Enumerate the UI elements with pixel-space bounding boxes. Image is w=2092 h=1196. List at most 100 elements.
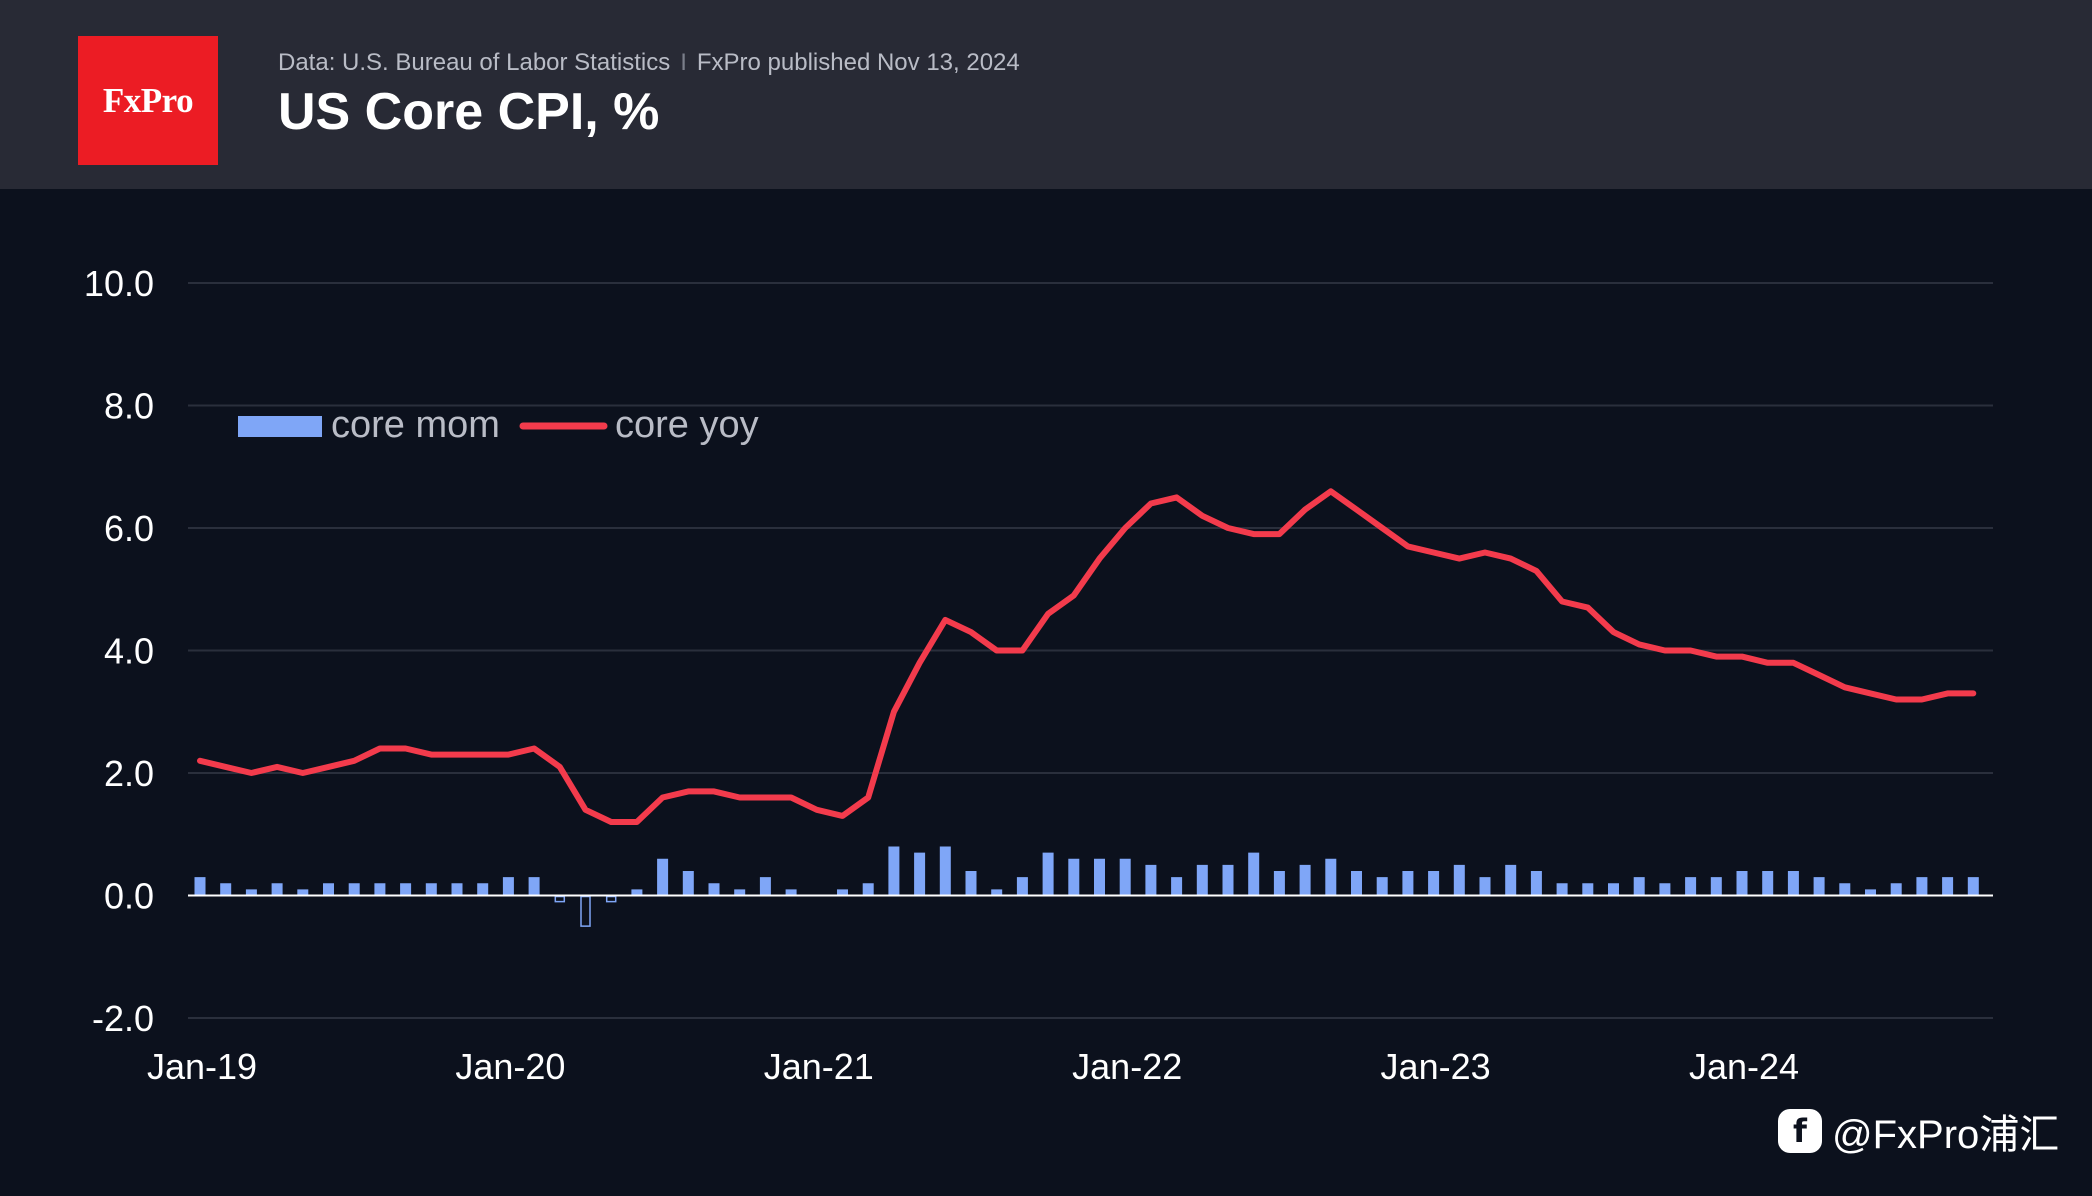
legend-label-core-yoy: core yoy <box>615 404 759 446</box>
core-mom-bar <box>1505 864 1517 896</box>
core-mom-bar <box>1479 877 1491 896</box>
core-mom-bar <box>1608 883 1619 896</box>
core-mom-bar <box>528 877 540 896</box>
core-mom-bar <box>759 877 771 896</box>
core-mom-bar <box>734 889 746 896</box>
fxpro-logo: FxPro <box>78 36 218 165</box>
core-mom-bar <box>939 846 951 896</box>
core-mom-bar <box>477 883 489 896</box>
core-mom-bar <box>1942 877 1954 896</box>
core-mom-bar <box>220 883 232 896</box>
chart-title: US Core CPI, % <box>278 83 660 141</box>
core-mom-bar <box>1762 871 1774 896</box>
core-mom-bar <box>194 877 206 896</box>
core-mom-bar <box>1376 877 1388 896</box>
y-tick-label: 6.0 <box>104 508 154 549</box>
x-tick-label: Jan-20 <box>455 1046 565 1087</box>
core-mom-bar <box>1351 871 1362 896</box>
core-mom-bar <box>1248 852 1260 896</box>
core-mom-bar <box>1222 864 1234 896</box>
core-mom-bar <box>1042 852 1054 896</box>
core-mom-bar <box>451 883 463 896</box>
y-tick-label: 10.0 <box>84 263 154 304</box>
core-mom-bar <box>1710 877 1722 896</box>
core-mom-bar <box>1659 883 1671 896</box>
x-tick-label: Jan-24 <box>1689 1046 1799 1087</box>
core-mom-bar <box>862 883 874 896</box>
core-mom-bar-negative <box>605 895 617 903</box>
core-mom-bar <box>1839 883 1851 896</box>
core-mom-bar <box>1556 883 1568 896</box>
core-mom-bar-negative <box>580 895 591 927</box>
core-mom-bar <box>708 883 720 896</box>
core-mom-bar <box>888 846 900 896</box>
core-mom-bar <box>914 852 926 896</box>
core-mom-bar <box>1145 864 1157 896</box>
published-date: FxPro published Nov 13, 2024 <box>696 49 1020 76</box>
core-mom-bar <box>1813 877 1825 896</box>
watermark: f @FxPro浦汇 <box>1778 1102 2059 1160</box>
core-mom-bar <box>1530 871 1542 896</box>
x-tick-label: Jan-19 <box>147 1046 257 1087</box>
source-line: Data: U.S. Bureau of Labor Statistics I Fx… <box>278 49 1020 77</box>
core-mom-bar <box>1094 858 1105 896</box>
y-tick-label: 2.0 <box>104 753 154 794</box>
core-mom-bar <box>1325 858 1337 896</box>
core-mom-bar <box>1068 858 1080 896</box>
y-tick-label: 8.0 <box>104 386 154 427</box>
core-mom-bar <box>323 883 334 896</box>
chart-header: FxPro Data: U.S. Bureau of Labor Statist… <box>0 0 2092 189</box>
core-mom-bar <box>1967 877 1979 896</box>
y-tick-label: 0.0 <box>104 876 154 917</box>
x-tick-label: Jan-21 <box>764 1046 874 1087</box>
core-mom-bar <box>1865 889 1876 896</box>
x-tick-label: Jan-23 <box>1381 1046 1491 1087</box>
x-tick-label: Jan-22 <box>1072 1046 1182 1087</box>
core-mom-bar <box>1582 883 1594 896</box>
core-mom-bar <box>837 889 848 896</box>
core-mom-bar <box>1402 871 1414 896</box>
watermark-text: @FxPro浦汇 <box>1832 1113 2060 1157</box>
grid-lines <box>188 282 1993 1019</box>
core-mom-bar <box>1890 883 1902 896</box>
core-mom-bar <box>502 877 514 896</box>
weibo-icon: f <box>1778 1109 1822 1153</box>
core-mom-bar <box>631 889 643 896</box>
core-mom-bar <box>1119 858 1131 896</box>
y-axis-ticks: 10.0 8.0 6.0 4.0 2.0 0.0 -2.0 <box>84 263 154 1039</box>
y-tick-label: -2.0 <box>92 998 154 1039</box>
core-mom-bar <box>245 889 257 896</box>
core-mom-bar <box>1736 871 1748 896</box>
core-yoy-line <box>197 488 1977 825</box>
core-mom-bar <box>682 871 694 896</box>
legend-swatch-core-mom <box>238 416 322 437</box>
core-mom-bar <box>1196 864 1208 896</box>
core-mom-bar <box>400 883 412 896</box>
legend-label-core-mom: core mom <box>331 404 500 446</box>
core-mom-bar <box>1171 877 1183 896</box>
core-mom-bar <box>297 889 309 896</box>
core-mom-bar <box>348 883 360 896</box>
core-mom-bar <box>1633 877 1645 896</box>
core-mom-bar <box>657 858 669 896</box>
core-mom-bar <box>1453 864 1465 896</box>
core-mom-bar <box>1299 864 1311 896</box>
core-mom-bar <box>785 889 797 896</box>
core-mom-bar <box>991 889 1003 896</box>
core-mom-bar <box>1916 877 1928 896</box>
data-source: Data: U.S. Bureau of Labor Statistics <box>278 49 671 76</box>
x-axis-ticks: Jan-19 Jan-20 Jan-21 Jan-22 Jan-23 Jan-24 <box>147 1046 1799 1087</box>
core-mom-bars <box>194 846 1979 927</box>
core-mom-bar <box>1016 877 1028 896</box>
core-mom-bar <box>1273 871 1285 896</box>
legend: core mom core yoy <box>238 404 759 446</box>
core-mom-bar <box>1428 871 1440 896</box>
core-mom-bar <box>271 883 283 896</box>
core-mom-bar <box>965 871 977 896</box>
logo-text: FxPro <box>102 80 194 120</box>
core-mom-bar-negative <box>554 895 566 903</box>
core-mom-bar <box>1685 877 1697 896</box>
core-mom-bar <box>425 883 437 896</box>
core-mom-bar <box>1787 871 1799 896</box>
